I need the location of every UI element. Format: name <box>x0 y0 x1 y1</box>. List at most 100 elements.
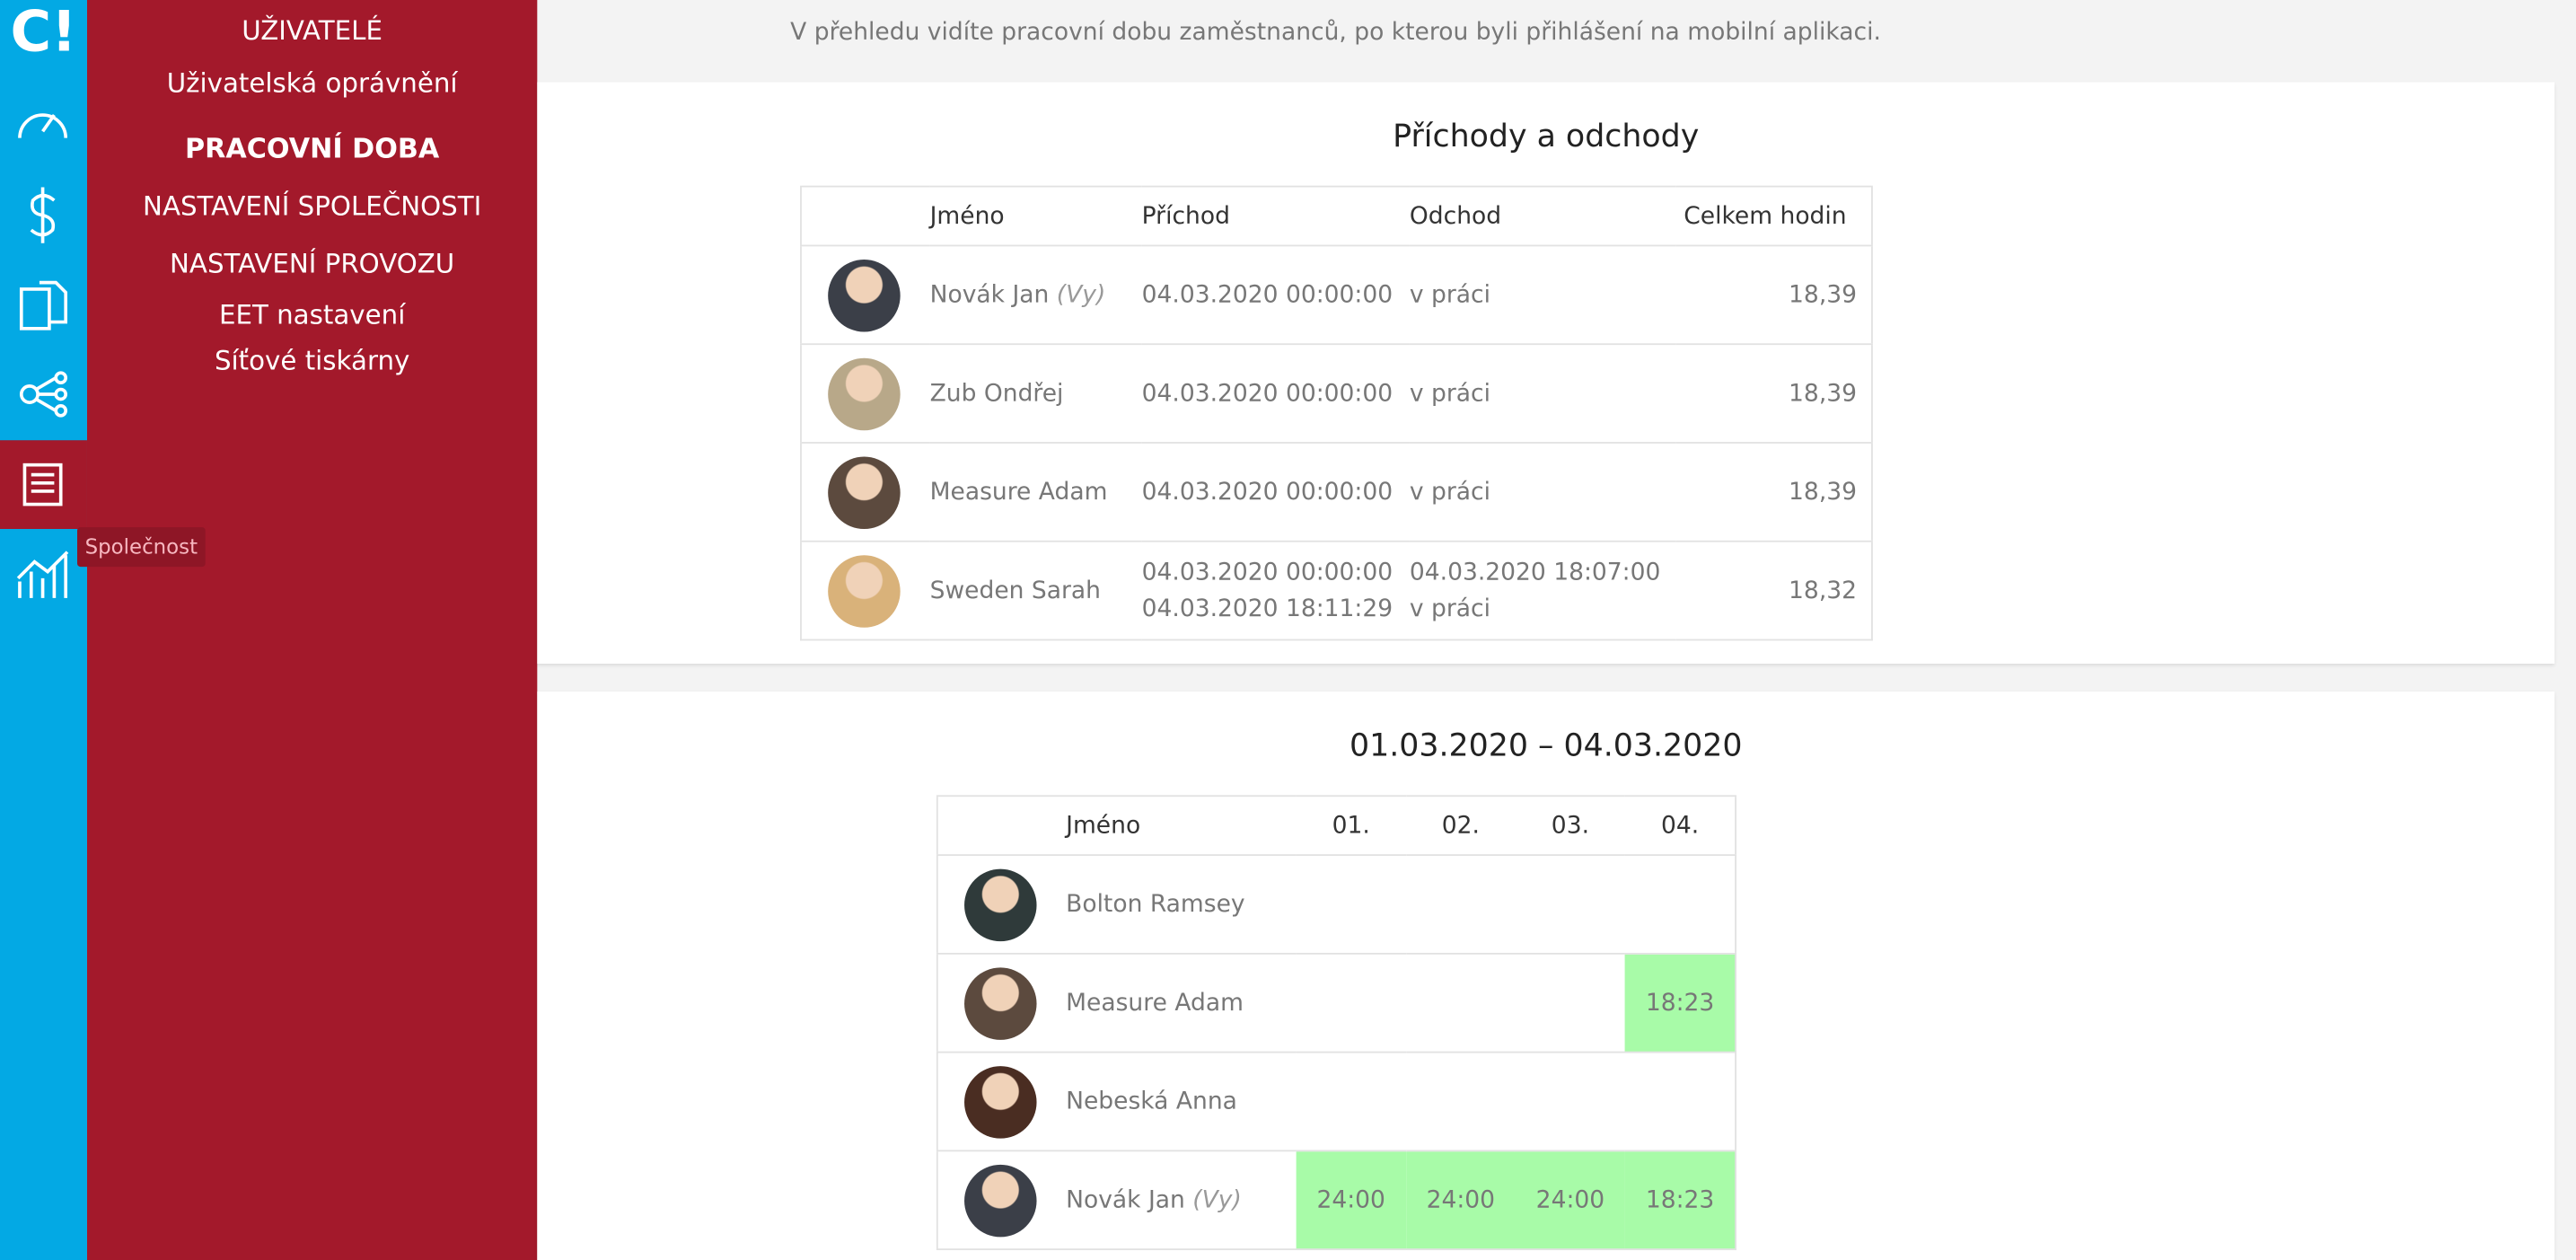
attendance-panel: Příchody a odchody Jméno Příchod Odchod Cel… <box>537 82 2555 664</box>
name: Novák Jan <box>1066 1186 1185 1213</box>
name-cell: Novák Jan (Vy) <box>929 244 1142 345</box>
stats-icon[interactable] <box>16 551 69 598</box>
note: (Vy) <box>1192 1186 1242 1213</box>
panel-title: 01.03.2020 – 04.03.2020 <box>1349 727 1743 764</box>
intro-text: V přehledu vidíte pracovní dobu zaměstna… <box>790 19 1881 47</box>
avatar <box>964 868 1037 941</box>
header-cell: Jméno <box>1066 795 1297 856</box>
company-icon[interactable] <box>22 463 63 507</box>
departure: v práci <box>1409 595 1490 622</box>
avatar <box>828 357 901 430</box>
overview-panel: 01.03.2020 – 04.03.2020 Jméno 01. 02. 03. 04… <box>537 692 2555 1260</box>
table-row: Novák Jan (Vy) 04.03.2020 00:00:00 v práci… <box>800 244 1872 345</box>
header-cell: Příchod <box>1141 185 1410 246</box>
avatar <box>964 1065 1037 1138</box>
header-cell <box>936 795 1067 856</box>
arrivals-cell: 04.03.2020 00:00:00 <box>1141 442 1410 542</box>
avatar <box>964 1163 1037 1237</box>
avatar-cell <box>800 540 930 640</box>
menu-item[interactable]: UŽIVATELÉ <box>242 14 382 47</box>
day-cell: 24:00 <box>1405 1150 1516 1250</box>
money-icon[interactable] <box>30 187 56 243</box>
avatar <box>828 554 901 627</box>
day-cell: 24:00 <box>1515 1150 1625 1250</box>
table-row: Bolton Ramsey <box>936 854 1736 954</box>
name: Nebeská Anna <box>1066 1088 1237 1115</box>
avatar-cell <box>936 952 1067 1053</box>
departure: 04.03.2020 18:07:00 <box>1409 559 1661 586</box>
departure: v práci <box>1409 281 1490 308</box>
departures-cell: v práci <box>1409 442 1676 542</box>
header-cell: 02. <box>1405 795 1516 856</box>
departures-cell: v práci <box>1409 343 1676 443</box>
day-cell <box>1405 1051 1516 1151</box>
total-cell: 18,32 <box>1675 540 1872 640</box>
avatar <box>828 455 901 529</box>
day-cell: 24:00 <box>1296 1150 1406 1250</box>
day-cell <box>1515 952 1625 1053</box>
name: Bolton Ramsey <box>1066 891 1245 918</box>
name-cell: Sweden Sarah <box>929 540 1142 640</box>
arrivals-cell: 04.03.2020 00:00:00 04.03.2020 18:11:29 <box>1141 540 1410 640</box>
menu-item[interactable]: Síťové tiskárny <box>214 345 410 376</box>
note: (Vy) <box>1056 281 1106 308</box>
name: Zub Ondřej <box>929 380 1064 407</box>
name: Measure Adam <box>929 479 1108 506</box>
departure: v práci <box>1409 479 1490 506</box>
total-cell: 18,39 <box>1675 442 1872 542</box>
table-row: Novák Jan (Vy) 24:00 24:00 24:00 18:23 <box>936 1150 1736 1250</box>
icons <box>16 113 69 598</box>
menu-item[interactable]: EET nastavení <box>218 298 406 330</box>
day-cell <box>1296 854 1406 954</box>
day-cell <box>1624 1051 1736 1151</box>
day-cell <box>1296 952 1406 1053</box>
avatar-cell <box>936 854 1067 954</box>
network-icon[interactable] <box>19 371 68 418</box>
arrival: 04.03.2020 00:00:00 <box>1141 559 1394 586</box>
table-row: Nebeská Anna <box>936 1051 1736 1151</box>
header-cell: Jméno <box>929 185 1142 246</box>
arrival: 04.03.2020 00:00:00 <box>1141 281 1394 308</box>
arrivals-cell: 04.03.2020 00:00:00 <box>1141 343 1410 443</box>
document-icon[interactable] <box>19 280 68 330</box>
header-cell: Odchod <box>1409 185 1676 246</box>
panel-title: Příchody a odchody <box>1393 118 1700 154</box>
name-cell: Novák Jan (Vy) <box>1066 1150 1297 1250</box>
menu-item[interactable]: NASTAVENÍ SPOLEČNOSTI <box>143 190 482 222</box>
day-cell <box>1405 952 1516 1053</box>
submenu <box>86 0 538 1260</box>
name-cell: Measure Adam <box>1066 952 1297 1053</box>
overview-table: Jméno 01. 02. 03. 04. Bolton Ramsey Measure Ad… <box>936 795 1736 1251</box>
arrivals-cell: 04.03.2020 00:00:00 <box>1141 244 1410 345</box>
dashboard-icon[interactable] <box>18 113 68 138</box>
avatar <box>828 259 901 331</box>
day-cell <box>1515 854 1625 954</box>
total-cell: 18,39 <box>1675 244 1872 345</box>
day-cell <box>1405 854 1516 954</box>
header-row: Jméno Příchod Odchod Celkem hodin <box>800 185 1872 246</box>
header-cell: 01. <box>1296 795 1406 856</box>
icon-bar: C! <box>0 0 87 1260</box>
day-cell <box>1624 854 1736 954</box>
name: Sweden Sarah <box>929 577 1101 604</box>
logo[interactable]: C! <box>10 0 77 66</box>
day-cell <box>1296 1051 1406 1151</box>
day-cell: 18:23 <box>1624 1150 1736 1250</box>
table-row: Measure Adam 04.03.2020 00:00:00 v práci 18… <box>800 442 1872 542</box>
departure: v práci <box>1409 380 1490 407</box>
menu-item[interactable]: PRACOVNÍ DOBA <box>185 133 440 164</box>
attendance-table: Jméno Příchod Odchod Celkem hodin Novák Jan … <box>800 185 1873 641</box>
arrival: 04.03.2020 00:00:00 <box>1141 479 1394 506</box>
menu-item[interactable]: Uživatelská oprávnění <box>166 66 458 99</box>
day-cell <box>1515 1051 1625 1151</box>
name-cell: Nebeská Anna <box>1066 1051 1297 1151</box>
day-cell: 18:23 <box>1624 952 1736 1053</box>
table-row: Measure Adam 18:23 <box>936 952 1736 1053</box>
menu-item[interactable]: NASTAVENÍ PROVOZU <box>170 248 455 279</box>
avatar-cell <box>936 1051 1067 1151</box>
avatar-cell <box>800 244 930 345</box>
avatar-cell <box>800 442 930 542</box>
header-cell: 04. <box>1624 795 1736 856</box>
avatar-cell <box>800 343 930 443</box>
